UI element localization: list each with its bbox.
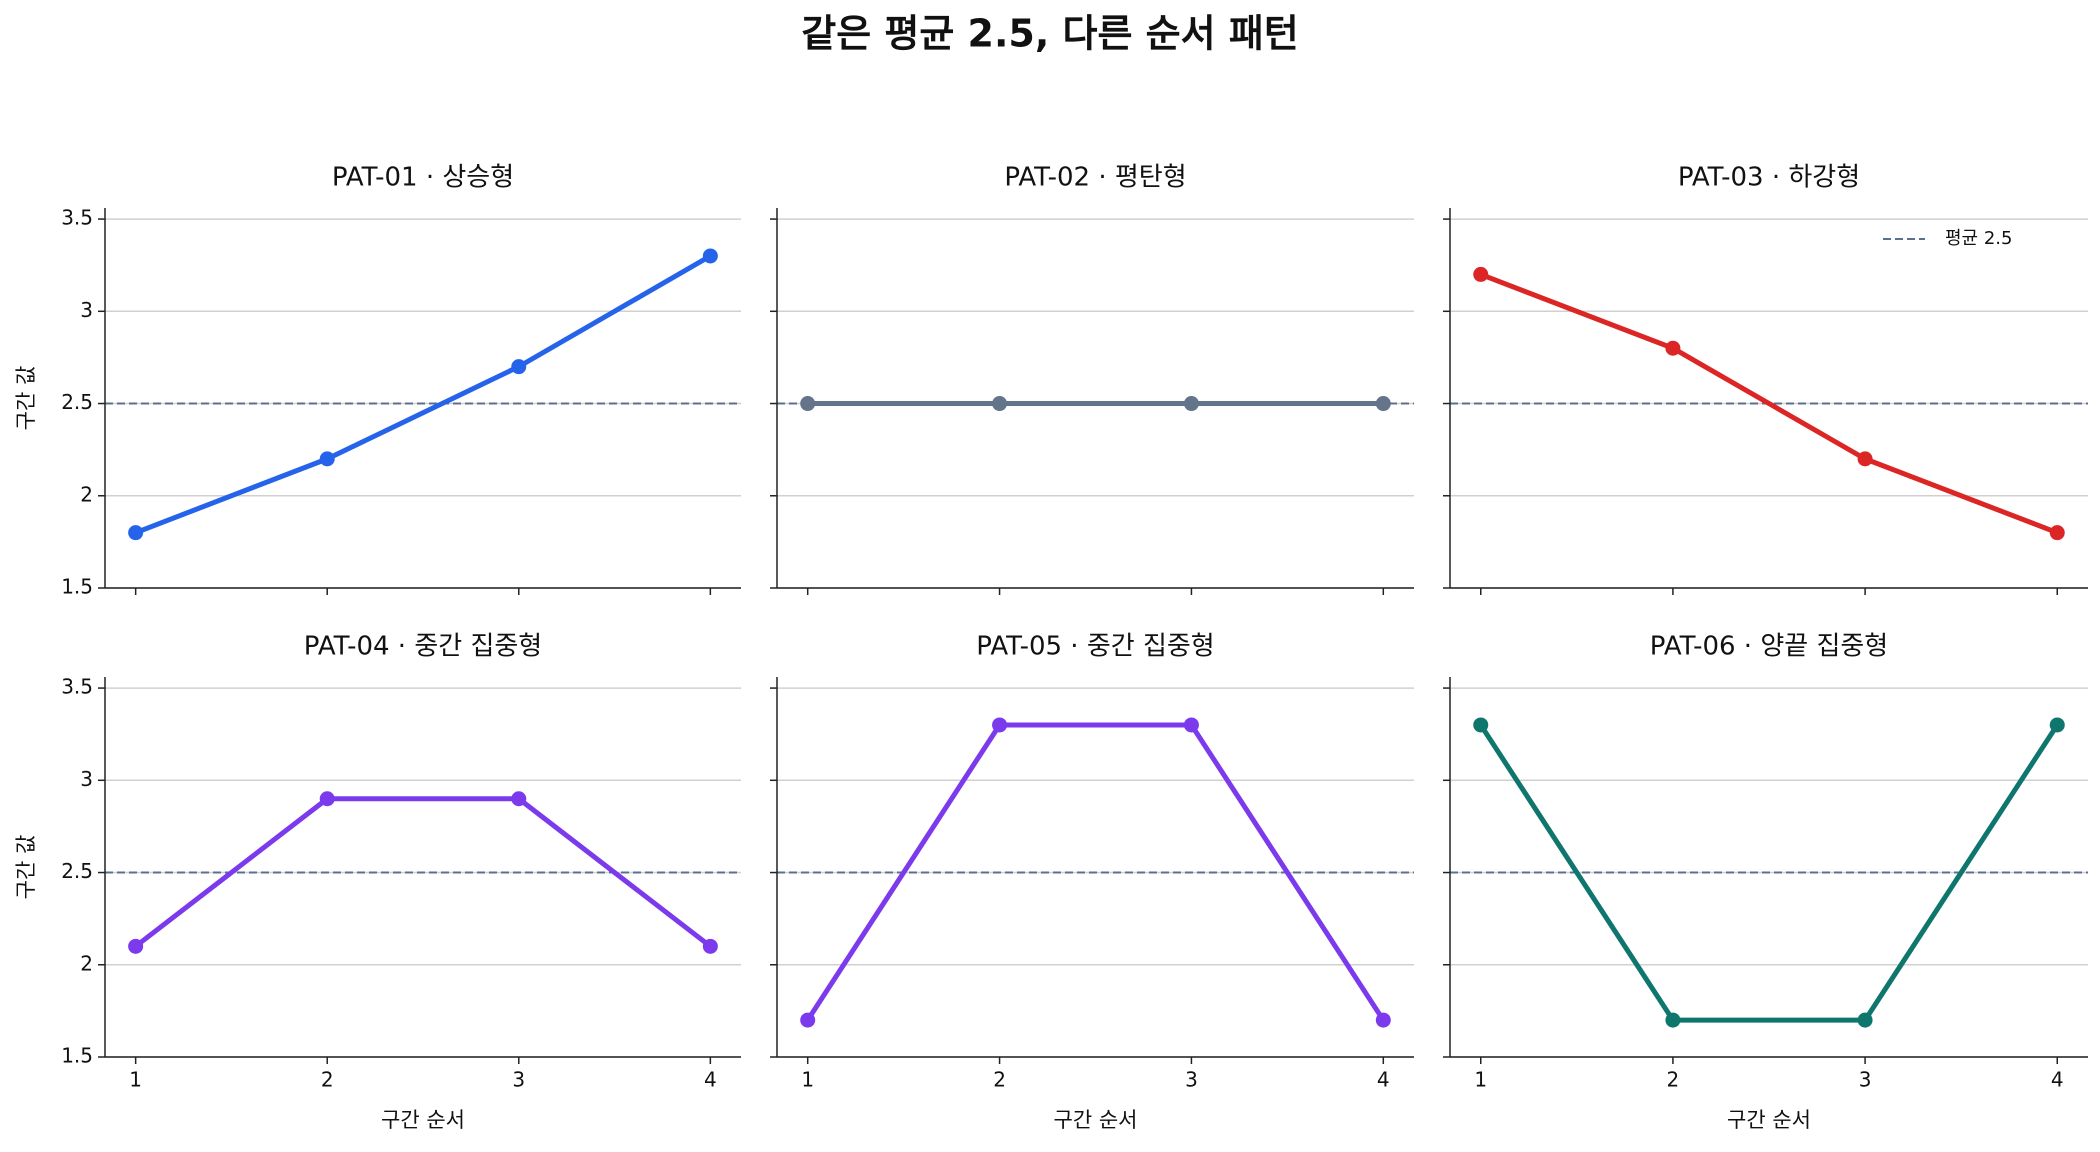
point [319, 451, 335, 467]
x-tick-label: 2 [993, 1068, 1006, 1092]
y-tick-label: 3 [80, 298, 93, 322]
point [1665, 340, 1681, 356]
point [702, 248, 718, 264]
x-axis-label: 구간 순서 [1727, 1108, 1811, 1132]
y-tick-label: 2.5 [61, 859, 93, 883]
x-tick-label: 4 [2051, 1068, 2064, 1092]
y-tick-label: 1.5 [61, 1044, 93, 1068]
point [1665, 1012, 1681, 1028]
point [1857, 451, 1873, 467]
panel-title: PAT-01 · 상승형 [332, 163, 514, 193]
x-tick-label: 3 [1859, 1068, 1872, 1092]
panel-title: PAT-02 · 평탄형 [1004, 163, 1186, 193]
point [2049, 525, 2065, 541]
series-line [1478, 723, 2060, 1023]
point [1473, 717, 1489, 733]
point [800, 1012, 816, 1028]
point [1375, 1012, 1391, 1028]
point [511, 359, 527, 375]
y-tick-label: 3.5 [61, 675, 93, 699]
series-line [134, 253, 712, 535]
x-tick-label: 4 [704, 1068, 717, 1092]
point [2049, 717, 2065, 733]
x-tick-label: 3 [1185, 1068, 1198, 1092]
x-axis-label: 구간 순서 [1054, 1108, 1138, 1132]
point [511, 791, 527, 807]
point [992, 717, 1008, 733]
point [702, 938, 718, 954]
figure-title: 같은 평균 2.5, 다른 순서 패턴 [801, 12, 1299, 56]
x-tick-label: 3 [512, 1068, 525, 1092]
y-tick-label: 2 [80, 951, 93, 975]
y-tick-label: 3 [80, 767, 93, 791]
x-tick-label: 1 [801, 1068, 814, 1092]
point [319, 791, 335, 807]
x-tick-label: 1 [129, 1068, 142, 1092]
panel-title: PAT-05 · 중간 집중형 [976, 632, 1214, 662]
y-axis-label: 구간 값 [14, 835, 38, 900]
y-axis-label: 구간 값 [14, 366, 38, 431]
point [1183, 396, 1199, 412]
panel-title: PAT-04 · 중간 집중형 [304, 632, 542, 662]
point [1473, 266, 1489, 282]
y-tick-label: 2.5 [61, 390, 93, 414]
y-tick-label: 2 [80, 482, 93, 506]
series-line [134, 796, 712, 949]
point [128, 525, 144, 541]
point [128, 938, 144, 954]
panel-title: PAT-03 · 하강형 [1678, 163, 1860, 193]
x-tick-label: 2 [321, 1068, 334, 1092]
point [1375, 396, 1391, 412]
series-line [1479, 272, 2059, 535]
x-tick-label: 4 [1377, 1068, 1390, 1092]
x-tick-label: 2 [1667, 1068, 1680, 1092]
series-line [805, 722, 1386, 1022]
legend-label: 평균 2.5 [1945, 228, 2012, 249]
point [1183, 717, 1199, 733]
y-tick-label: 3.5 [61, 206, 93, 230]
y-tick-label: 1.5 [61, 575, 93, 599]
point [992, 396, 1008, 412]
x-axis-label: 구간 순서 [381, 1108, 465, 1132]
panel-title: PAT-06 · 양끝 집중형 [1650, 632, 1888, 662]
point [1857, 1012, 1873, 1028]
x-tick-label: 1 [1474, 1068, 1487, 1092]
point [800, 396, 816, 412]
